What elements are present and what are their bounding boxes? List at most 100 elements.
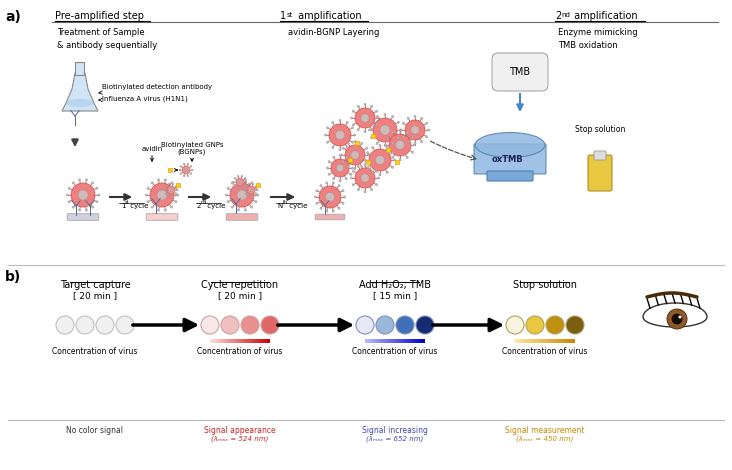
Circle shape [392, 157, 394, 159]
Circle shape [234, 185, 236, 187]
Circle shape [339, 119, 341, 122]
Circle shape [170, 188, 173, 191]
Circle shape [379, 144, 381, 147]
Circle shape [346, 178, 348, 180]
Circle shape [397, 121, 400, 123]
Circle shape [339, 180, 341, 181]
Text: Treatment of Sample
& antibody sequentially: Treatment of Sample & antibody sequentia… [57, 28, 157, 49]
Circle shape [237, 187, 239, 189]
FancyBboxPatch shape [588, 155, 612, 191]
Circle shape [252, 183, 254, 185]
Circle shape [370, 121, 373, 123]
Circle shape [227, 201, 229, 203]
Circle shape [392, 142, 394, 144]
Circle shape [244, 209, 247, 211]
Circle shape [384, 144, 386, 147]
Circle shape [187, 175, 189, 177]
Circle shape [165, 186, 167, 187]
Circle shape [231, 182, 234, 184]
Text: nd: nd [201, 201, 206, 205]
Circle shape [338, 185, 340, 187]
Circle shape [370, 137, 373, 139]
Circle shape [414, 142, 416, 145]
Circle shape [176, 189, 178, 191]
FancyBboxPatch shape [315, 214, 345, 220]
Text: Concentration of virus: Concentration of virus [52, 347, 138, 356]
Circle shape [72, 182, 75, 184]
Circle shape [164, 189, 165, 191]
Text: cycle: cycle [128, 203, 149, 209]
Circle shape [190, 173, 192, 174]
Circle shape [335, 130, 345, 140]
Circle shape [239, 180, 242, 183]
Text: a): a) [5, 10, 21, 24]
Circle shape [326, 167, 329, 169]
Circle shape [237, 179, 239, 181]
FancyBboxPatch shape [492, 53, 548, 91]
Text: (λₘₐₓ = 524 nm): (λₘₐₓ = 524 nm) [212, 436, 269, 442]
Circle shape [171, 206, 173, 208]
Circle shape [393, 159, 395, 161]
Circle shape [402, 122, 404, 125]
Circle shape [332, 182, 335, 184]
Circle shape [332, 178, 335, 180]
Text: st: st [124, 201, 129, 205]
Circle shape [338, 207, 340, 210]
Circle shape [241, 187, 243, 189]
Circle shape [315, 202, 318, 204]
Circle shape [175, 193, 177, 195]
Circle shape [78, 179, 81, 181]
Circle shape [347, 142, 349, 144]
Circle shape [392, 166, 394, 168]
Text: Add H₂O₂, TMB: Add H₂O₂, TMB [359, 280, 431, 290]
Circle shape [187, 163, 189, 165]
Circle shape [250, 188, 253, 191]
Circle shape [405, 120, 425, 140]
Text: th: th [283, 201, 288, 205]
Text: cycle: cycle [205, 203, 225, 209]
Text: Stop solution: Stop solution [513, 280, 577, 290]
Circle shape [370, 105, 373, 108]
Circle shape [364, 164, 366, 165]
Circle shape [416, 316, 434, 334]
Text: No color signal: No color signal [67, 426, 124, 435]
Text: avidin: avidin [141, 146, 163, 152]
Circle shape [230, 183, 254, 207]
Circle shape [402, 136, 404, 138]
Circle shape [248, 183, 250, 185]
Circle shape [234, 178, 236, 179]
Circle shape [342, 161, 345, 163]
Circle shape [225, 194, 228, 196]
Circle shape [172, 183, 173, 185]
Circle shape [332, 156, 335, 158]
Circle shape [352, 124, 354, 126]
Circle shape [351, 141, 354, 143]
Circle shape [380, 125, 390, 135]
Circle shape [201, 316, 219, 334]
Circle shape [86, 209, 88, 211]
Circle shape [147, 201, 149, 203]
Circle shape [237, 190, 247, 200]
Circle shape [361, 174, 369, 182]
Text: [ 20 min ]: [ 20 min ] [73, 291, 117, 300]
Ellipse shape [66, 99, 94, 107]
Circle shape [395, 141, 405, 149]
Circle shape [546, 316, 564, 334]
Circle shape [400, 129, 402, 131]
Circle shape [167, 186, 175, 194]
Circle shape [421, 117, 423, 119]
Circle shape [396, 316, 414, 334]
Circle shape [147, 187, 149, 189]
Text: (λₘₐₓ = 652 nm): (λₘₐₓ = 652 nm) [366, 436, 424, 442]
Circle shape [425, 122, 427, 125]
Text: st: st [286, 12, 293, 18]
Circle shape [326, 182, 328, 184]
Circle shape [237, 209, 239, 211]
Circle shape [183, 163, 185, 165]
Circle shape [256, 189, 258, 191]
Circle shape [367, 154, 370, 156]
Circle shape [368, 129, 370, 131]
Circle shape [411, 137, 414, 139]
Circle shape [68, 187, 70, 189]
Circle shape [343, 196, 346, 198]
